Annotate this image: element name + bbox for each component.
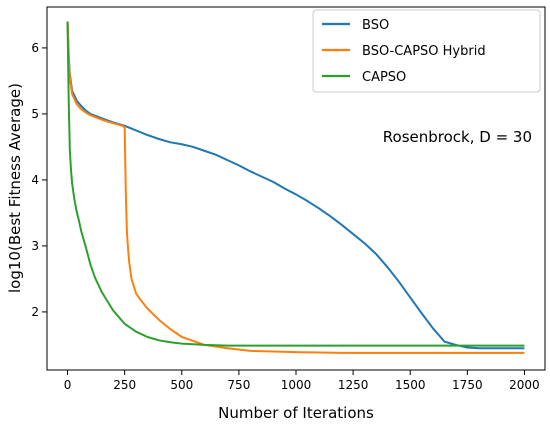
x-tick-label-750: 750: [227, 378, 250, 392]
ticks-layer: 0 250 500 750 1000 1250 1500 1750 2000 2 3 4 5 6: [31, 41, 539, 392]
chart-annotation: Rosenbrock, D = 30: [383, 128, 532, 146]
x-tick-label-1000: 1000: [281, 378, 312, 392]
legend-label-hybrid: BSO-CAPSO Hybrid: [362, 44, 486, 59]
x-tick-label-1500: 1500: [395, 378, 426, 392]
legend-label-capso: CAPSO: [362, 70, 406, 85]
series-line-bso: [66, 21, 525, 350]
x-tick-label-1750: 1750: [452, 378, 483, 392]
legend: BSO BSO-CAPSO Hybrid CAPSO: [312, 9, 541, 93]
y-tick-label-4: 4: [31, 173, 39, 187]
series-line-capso: [66, 21, 525, 347]
y-tick-label-6: 6: [31, 41, 39, 55]
x-tick-label-250: 250: [113, 378, 136, 392]
series-layer: [66, 21, 525, 354]
legend-box: [312, 9, 541, 93]
x-axis-label: Number of Iterations: [218, 404, 374, 422]
series-line-bso-capso-hybrid: [66, 21, 525, 354]
y-tick-label-3: 3: [31, 239, 39, 253]
x-tick-label-500: 500: [170, 378, 193, 392]
y-tick-label-2: 2: [31, 305, 39, 319]
x-tick-label-2000: 2000: [509, 378, 540, 392]
x-tick-label-1250: 1250: [338, 378, 369, 392]
legend-label-bso: BSO: [362, 18, 389, 33]
y-tick-label-5: 5: [31, 107, 39, 121]
x-tick-label-0: 0: [64, 378, 72, 392]
y-axis-label: log10(Best Fitness Average): [6, 83, 24, 293]
